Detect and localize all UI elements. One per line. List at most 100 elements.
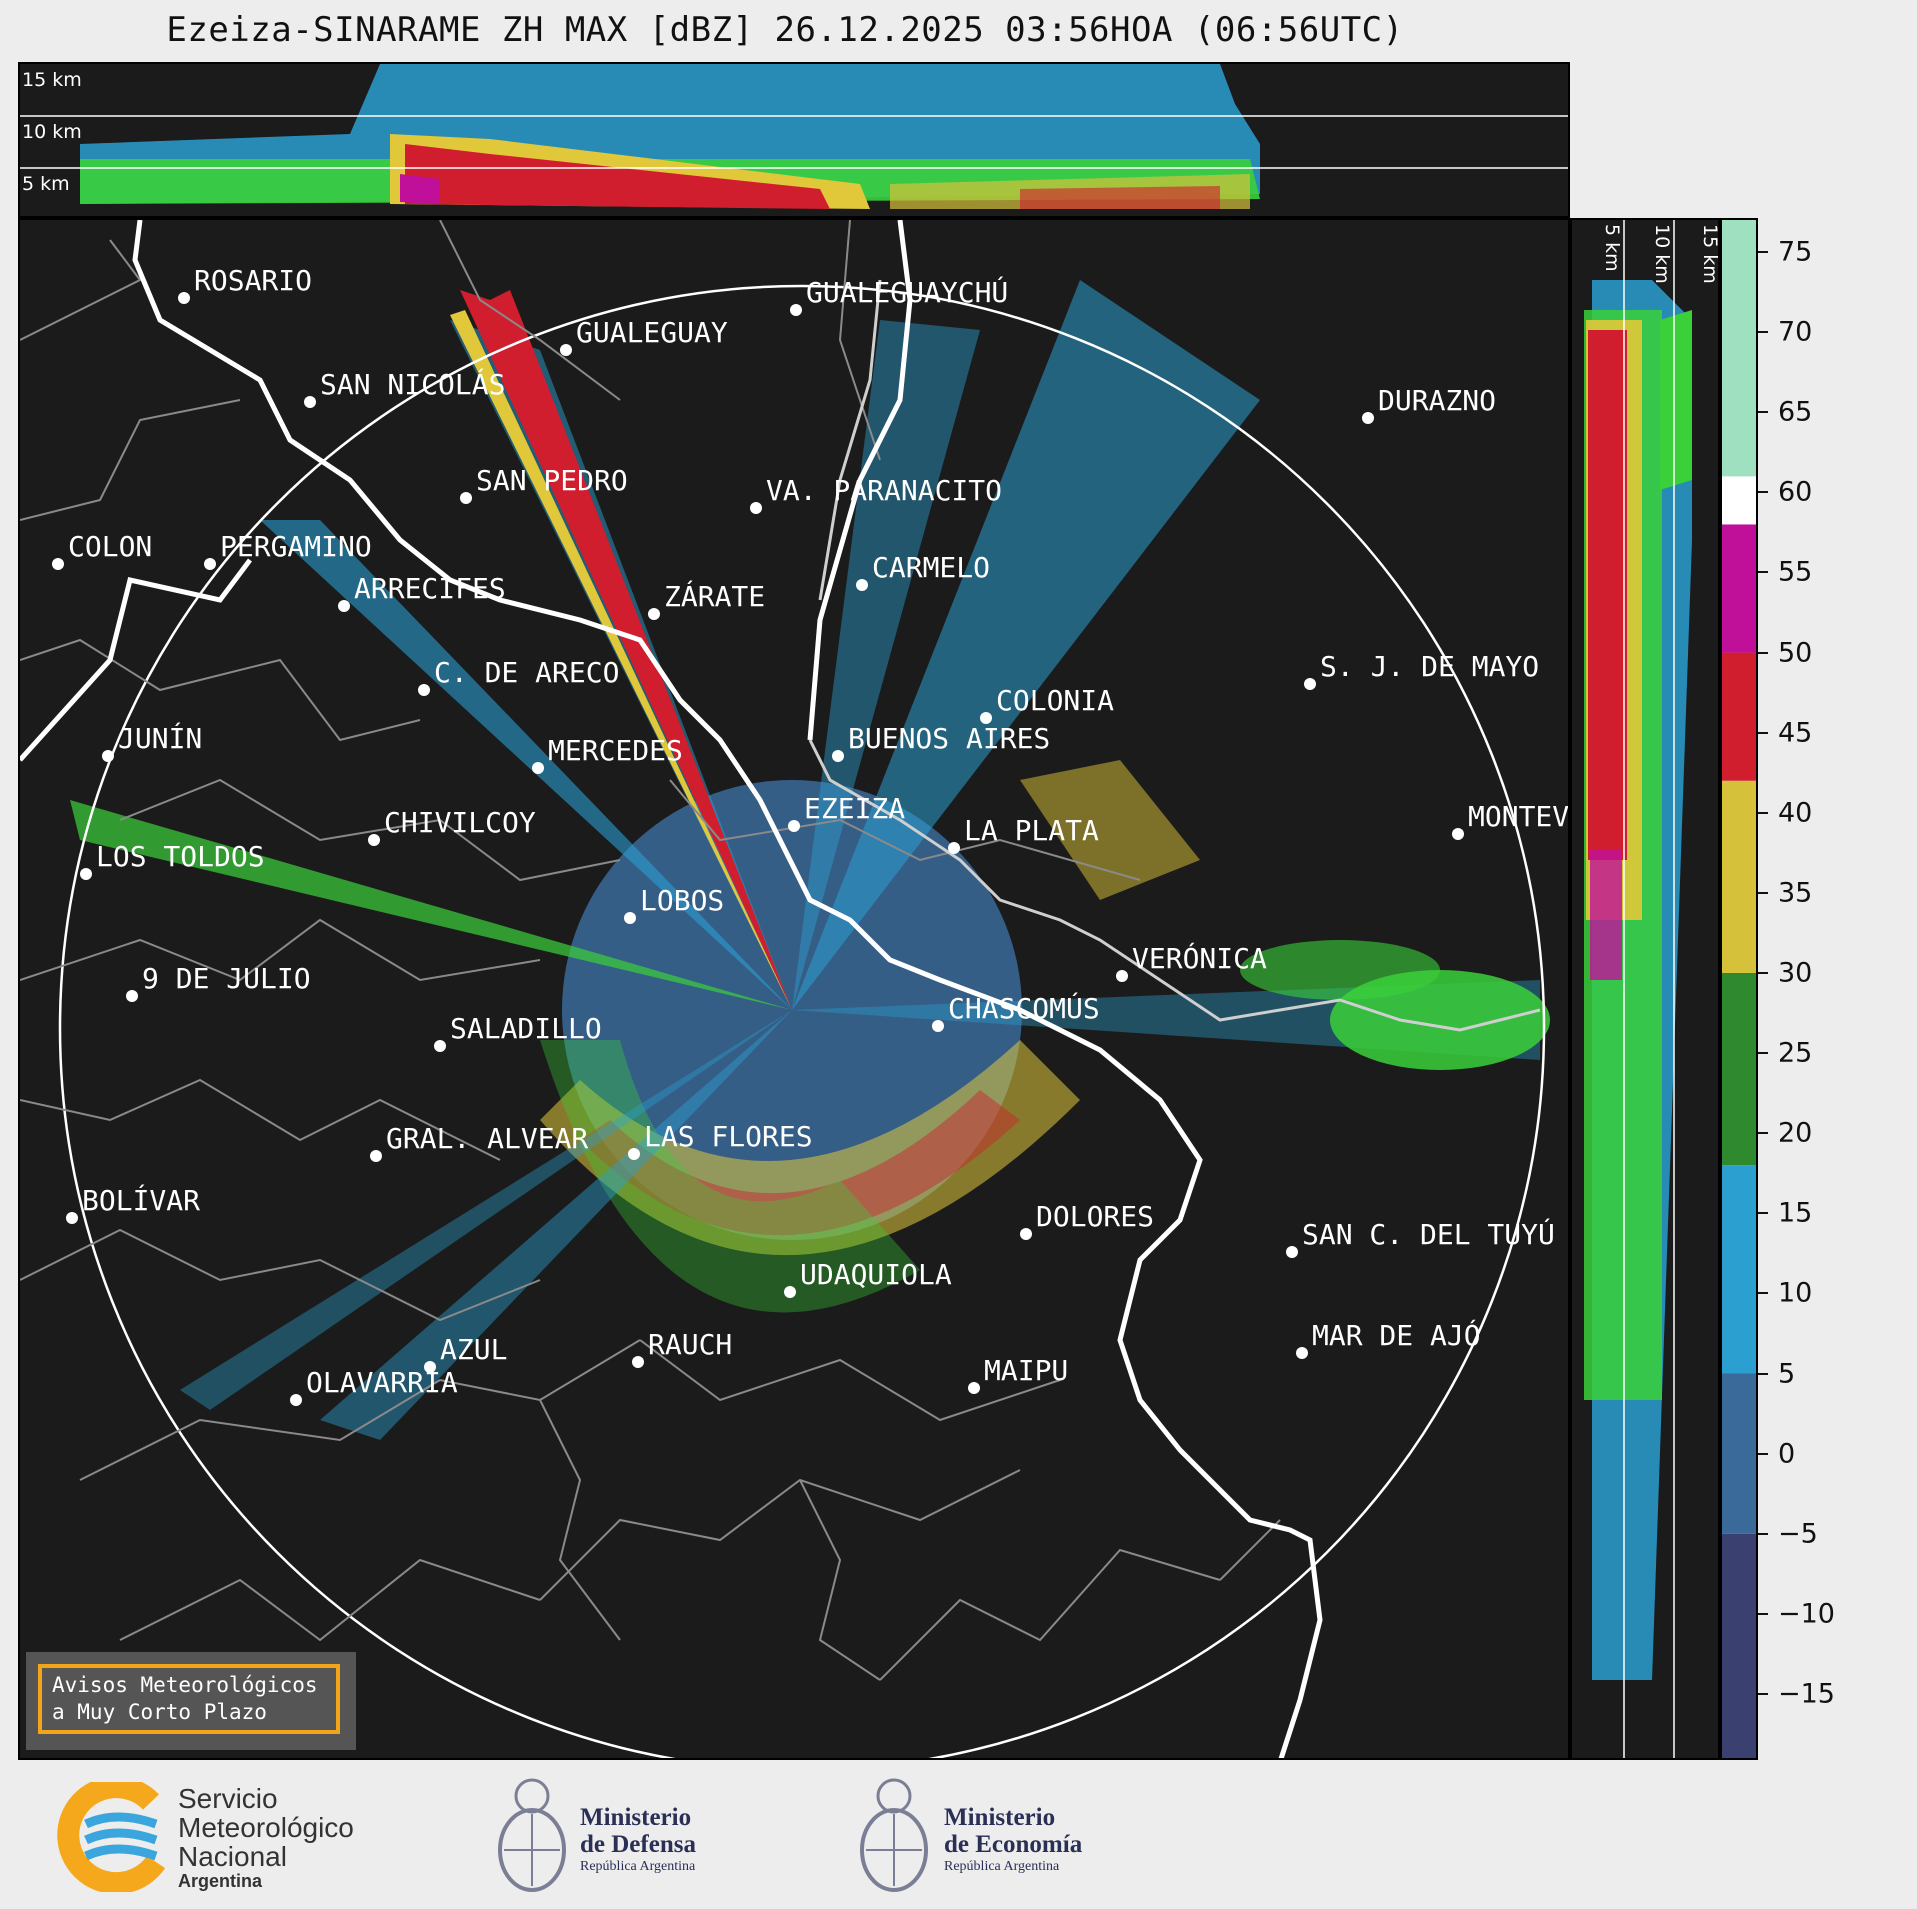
city-label: OLAVARRÍA <box>306 1365 458 1399</box>
city-dot <box>1116 970 1128 982</box>
city-marker: VERÓNICA <box>1116 941 1267 982</box>
economia-logo: Ministerio de Economía República Argenti… <box>856 1774 1136 1900</box>
city-label: GUALEGUAY <box>576 316 728 349</box>
city-dot <box>66 1212 78 1224</box>
city-marker: SAN NICOLÁS <box>304 367 505 408</box>
colorbar-tick-mark <box>1758 971 1768 974</box>
city-marker: EZEIZA <box>788 792 905 832</box>
colorbar-segment <box>1722 524 1756 653</box>
city-marker: COLON <box>52 530 152 570</box>
city-dot <box>1296 1347 1308 1359</box>
uruguay-coast <box>808 279 1541 1032</box>
city-label: LOS TOLDOS <box>96 840 265 873</box>
city-dot <box>80 868 92 880</box>
city-label: COLON <box>68 530 152 563</box>
city-dot <box>178 292 190 304</box>
smn-emblem-icon <box>57 1782 166 1892</box>
colorbar-tick-label: 75 <box>1778 236 1813 268</box>
city-label: PERGAMINO <box>220 530 372 563</box>
city-marker: ROSARIO <box>178 264 312 304</box>
city-dot <box>52 558 64 570</box>
colorbar-tick-mark <box>1758 1612 1768 1615</box>
city-dot <box>290 1394 302 1406</box>
city-label: MAIPU <box>984 1354 1068 1387</box>
map-title: Ezeiza-SINARAME ZH MAX [dBZ] 26.12.2025 … <box>166 10 1404 50</box>
colorbar-tick-mark <box>1758 1292 1768 1295</box>
city-dot <box>1304 678 1316 690</box>
city-label: MONTEV <box>1468 800 1569 833</box>
city-marker: ZÁRATE <box>648 579 765 620</box>
side-alt-label-10: 10 km <box>1651 224 1673 284</box>
colorbar-tick-label: 15 <box>1778 1197 1813 1229</box>
radar-map-panel: ROSARIO GUALEGUAYCHÚ GUALEGUAY SAN NICOLÁS D… <box>18 218 1570 1760</box>
city-dot <box>624 912 636 924</box>
city-label: RAUCH <box>648 1328 732 1361</box>
dbz-colorbar <box>1720 218 1758 1760</box>
colorbar-tick-label: 55 <box>1778 556 1813 588</box>
city-dot <box>532 762 544 774</box>
alert-box-line1: Avisos Meteorológicos <box>52 1673 318 1697</box>
alert-box-line2: a Muy Corto Plazo <box>52 1700 267 1724</box>
radar-map: ROSARIO GUALEGUAYCHÚ GUALEGUAY SAN NICOLÁS D… <box>20 220 1569 1758</box>
colorbar-tick-mark <box>1758 1452 1768 1455</box>
alert-box-inner[interactable]: Avisos Meteorológicos a Muy Corto Plazo <box>38 1664 340 1734</box>
city-dot <box>304 396 316 408</box>
city-marker: SAN PEDRO <box>460 464 628 504</box>
colorbar-tick-label: −10 <box>1778 1598 1835 1630</box>
city-marker: LOBOS <box>624 884 724 924</box>
city-dot <box>628 1148 640 1160</box>
city-dot <box>856 579 868 591</box>
colorbar-tick-mark <box>1758 651 1768 654</box>
colorbar-gradient <box>1722 220 1756 1758</box>
colorbar-segment <box>1722 1373 1756 1534</box>
city-label: GUALEGUAYCHÚ <box>806 275 1008 309</box>
city-dot <box>204 558 216 570</box>
city-dot <box>784 1286 796 1298</box>
city-marker: VA. PARANACITO <box>750 474 1002 514</box>
city-marker: S. J. DE MAYO <box>1304 650 1539 690</box>
city-label: C. DE ARECO <box>434 656 619 689</box>
colorbar-segment <box>1722 652 1756 781</box>
city-marker: 9 DE JULIO <box>126 962 311 1002</box>
city-marker: ARRECIFES <box>338 572 506 612</box>
city-marker: BUENOS AIRES <box>832 722 1050 762</box>
city-dot <box>948 842 960 854</box>
top-cross-section-plot: 15 km 10 km 5 km <box>20 64 1568 209</box>
colorbar-tick-label: 0 <box>1778 1438 1796 1470</box>
city-label: LOBOS <box>640 884 724 917</box>
colorbar-segment <box>1722 1165 1756 1374</box>
top-alt-label-10: 10 km <box>22 121 82 143</box>
city-dot <box>368 834 380 846</box>
city-dot <box>560 344 572 356</box>
colorbar-tick-label: 70 <box>1778 316 1813 348</box>
colorbar-tick-label: 60 <box>1778 476 1813 508</box>
city-marker: OLAVARRÍA <box>290 1365 458 1406</box>
side-cross-section-panel: 5 km 10 km 15 km <box>1570 218 1720 1760</box>
city-marker: CHASCOMÚS <box>932 991 1100 1032</box>
city-label: 9 DE JULIO <box>142 962 311 995</box>
defensa-logo: Ministerio de Defensa República Argentin… <box>494 1774 754 1900</box>
city-marker: RAUCH <box>632 1328 732 1368</box>
city-label: CHIVILCOY <box>384 806 536 839</box>
top-alt-label-15: 15 km <box>22 69 82 91</box>
colorbar-tick-mark <box>1758 331 1768 334</box>
economia-line1: Ministerio <box>944 1804 1056 1831</box>
smn-logo: Servicio Meteorológico Nacional Argentin… <box>56 1782 396 1892</box>
city-label: AZUL <box>440 1333 507 1366</box>
range-ring <box>58 284 1546 1758</box>
city-dot <box>788 820 800 832</box>
city-label: CHASCOMÚS <box>948 991 1100 1025</box>
city-markers: ROSARIO GUALEGUAYCHÚ GUALEGUAY SAN NICOLÁS D… <box>52 264 1569 1406</box>
city-marker: MONTEV <box>1452 800 1569 840</box>
city-dot <box>632 1356 644 1368</box>
economia-line3: República Argentina <box>944 1859 1060 1874</box>
city-label: DURAZNO <box>1378 384 1496 417</box>
colorbar-tick-label: 50 <box>1778 637 1813 669</box>
colorbar-tick-label: 30 <box>1778 957 1813 989</box>
city-label: COLONIA <box>996 684 1114 717</box>
alert-box[interactable]: Avisos Meteorológicos a Muy Corto Plazo <box>26 1652 356 1750</box>
colorbar-segment <box>1722 972 1756 1166</box>
colorbar-segment <box>1722 476 1756 525</box>
defensa-line1: Ministerio <box>580 1804 692 1831</box>
colorbar-segment <box>1722 1533 1756 1758</box>
